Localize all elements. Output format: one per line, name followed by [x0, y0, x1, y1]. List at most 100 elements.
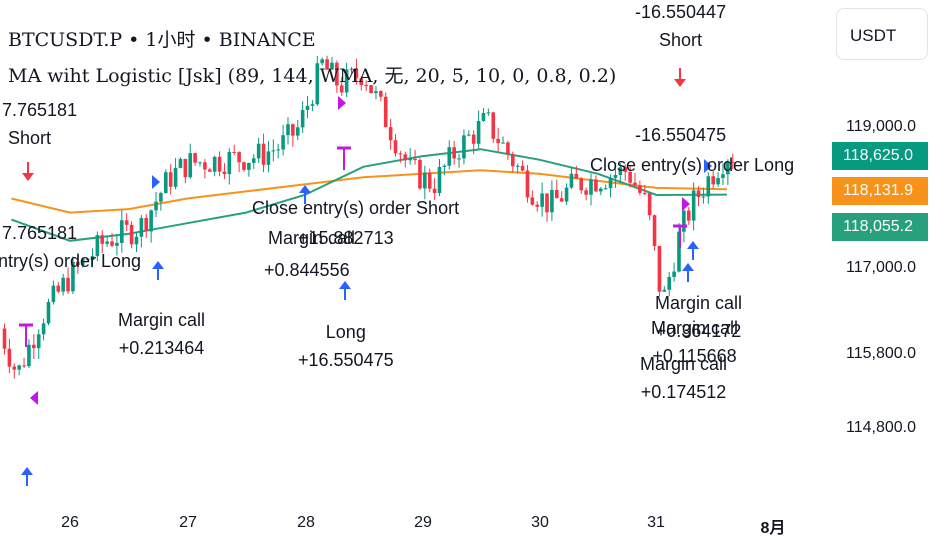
- candle-body: [310, 104, 315, 106]
- candle-body: [242, 162, 246, 170]
- candle-body: [32, 344, 36, 349]
- candle-body: [168, 172, 173, 187]
- candle-body: [638, 185, 642, 193]
- margin-call-label: Margin call: [268, 228, 356, 248]
- candle-body: [193, 153, 197, 163]
- candle-body: [110, 241, 114, 246]
- candle-body: [80, 258, 85, 266]
- moving-average-line: [11, 148, 727, 242]
- candle-body: [535, 204, 540, 207]
- date-axis-label: 28: [297, 514, 315, 531]
- candle-body: [559, 198, 564, 202]
- candle-body: [149, 210, 153, 232]
- candle-body: [579, 178, 584, 191]
- candle-body: [325, 59, 329, 70]
- candle-body: [413, 158, 417, 161]
- candle-body: [633, 182, 637, 186]
- candle-body: [7, 348, 12, 367]
- candle-body: [623, 167, 628, 172]
- candle-body: [178, 158, 183, 168]
- candle-body: [349, 68, 354, 70]
- moving-average-line: [11, 169, 727, 214]
- candle-body: [2, 328, 7, 349]
- candle-body: [706, 176, 711, 197]
- candle-body: [134, 236, 139, 245]
- candle-body: [232, 151, 237, 153]
- candle-body: [652, 215, 657, 247]
- candle-body: [295, 127, 300, 136]
- candle-body: [691, 190, 696, 221]
- candle-body: [100, 235, 105, 244]
- signal-triangle-icon: [30, 391, 38, 405]
- candle-body: [667, 276, 672, 290]
- date-axis-label: 31: [647, 514, 665, 531]
- candle-body: [398, 153, 403, 155]
- candle-body: [364, 85, 368, 87]
- candle-body: [383, 96, 388, 128]
- candle-body: [27, 344, 31, 367]
- arrow-head: [682, 263, 694, 271]
- entry-arrow-down-icon: [674, 68, 686, 87]
- arrow-head: [674, 79, 686, 87]
- candle-body: [408, 158, 412, 161]
- candle-body: [139, 218, 144, 237]
- candle-body: [286, 124, 290, 136]
- close-marker-icon: [673, 224, 687, 248]
- margin-call-label: Margin call +0.115668: [651, 318, 739, 366]
- candle-body: [427, 172, 432, 189]
- candle-body: [12, 366, 17, 370]
- candle-body: [462, 135, 466, 159]
- candle-body: [501, 142, 505, 144]
- candle-body: [46, 301, 51, 324]
- candle-body: [476, 120, 481, 144]
- candle-body: [481, 112, 486, 121]
- close-entry-label: Close entry(s) order Short: [252, 198, 460, 218]
- candle-body: [374, 91, 378, 94]
- candle-body: [437, 166, 442, 194]
- candle-body: [574, 173, 579, 179]
- date-axis-label: 27: [179, 514, 197, 531]
- candle-body: [369, 85, 373, 94]
- candle-body: [471, 134, 476, 144]
- close-entry-label: Close entry(s) order Long: [590, 155, 795, 175]
- currency-button[interactable]: USDT: [836, 8, 928, 60]
- candle-body: [432, 188, 437, 194]
- pnl-label: +15.882713: [298, 228, 394, 248]
- candle-body: [672, 271, 676, 277]
- candle-body: [359, 78, 364, 86]
- candle-body: [657, 246, 662, 292]
- candle-body: [266, 151, 271, 165]
- candle-body: [594, 179, 598, 192]
- candle-body: [550, 190, 554, 213]
- entry-arrow-down-icon: [22, 162, 34, 181]
- arrow-head: [299, 185, 311, 193]
- entry-arrow-up-icon: [687, 241, 699, 260]
- candle-body: [56, 285, 61, 292]
- candle-body: [159, 193, 163, 202]
- candle-body: [379, 91, 383, 97]
- candle-body: [423, 172, 427, 189]
- ma-slow-badge: 118,131.9: [832, 177, 928, 205]
- arrow-head: [21, 467, 33, 475]
- candle-body: [701, 196, 706, 198]
- candle-body: [696, 190, 701, 198]
- candle-body: [344, 69, 349, 93]
- candle-body: [418, 160, 422, 189]
- candle-body: [486, 112, 491, 114]
- candle-body: [256, 143, 261, 159]
- candle-body: [642, 192, 647, 194]
- candle-body: [71, 261, 75, 292]
- candle-body: [618, 167, 623, 176]
- candle-body: [120, 220, 124, 243]
- symbol-title: BTCUSDT.P • 1小时 • BINANCE: [8, 29, 316, 51]
- trade-label: 7.765181 ntry(s) order Long: [0, 223, 142, 271]
- candle-body: [90, 256, 95, 260]
- price-axis-label: 119,000.0: [846, 118, 916, 135]
- candle-body: [291, 124, 295, 136]
- candle-body: [105, 241, 109, 244]
- candle-body: [198, 162, 202, 164]
- candle-body: [183, 158, 188, 178]
- date-axis-label: 26: [61, 514, 79, 531]
- candle-body: [320, 59, 324, 64]
